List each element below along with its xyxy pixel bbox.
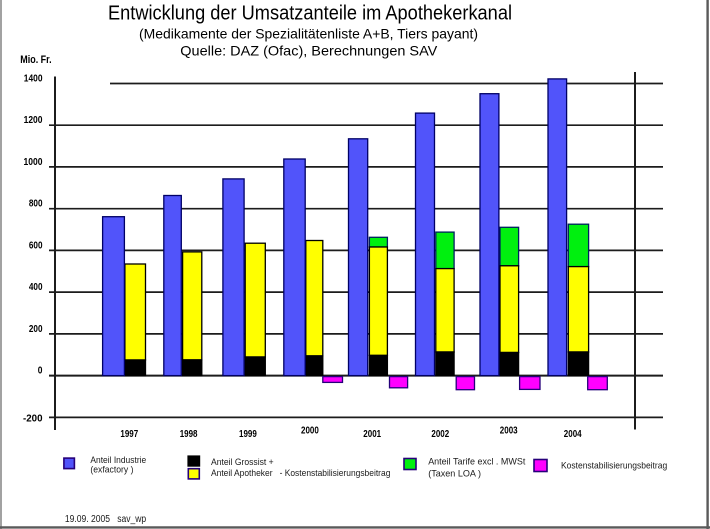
svg-text:2000: 2000 — [301, 426, 319, 437]
svg-text:-200: -200 — [23, 413, 43, 424]
svg-text:(exfactory ): (exfactory ) — [90, 465, 133, 476]
svg-text:0: 0 — [38, 366, 43, 377]
svg-text:Anteil Apotheker - Kostensta: Anteil Apotheker - Kostenstabilisierungs… — [211, 468, 390, 479]
svg-text:Kostenstabilisierungsbeitrag: Kostenstabilisierungsbeitrag — [561, 460, 667, 471]
svg-text:Mio. Fr.: Mio. Fr. — [20, 54, 51, 66]
svg-text:800: 800 — [29, 199, 43, 210]
svg-text:2001: 2001 — [363, 429, 381, 440]
svg-text:Anteil Grossist +: Anteil Grossist + — [211, 457, 274, 468]
svg-text:Quelle: DAZ (Ofac), Berechnung: Quelle: DAZ (Ofac), Berechnungen SAV — [180, 42, 438, 58]
svg-text:Anteil Tarife excl . MWSt: Anteil Tarife excl . MWSt — [428, 456, 526, 467]
svg-text:1999: 1999 — [239, 429, 257, 440]
svg-text:2004: 2004 — [564, 429, 582, 440]
svg-text:200: 200 — [29, 324, 43, 335]
svg-text:1998: 1998 — [180, 429, 198, 440]
svg-text:2002: 2002 — [431, 429, 449, 440]
svg-text:(Taxen LOA ): (Taxen LOA ) — [428, 469, 481, 480]
svg-text:400: 400 — [29, 282, 43, 293]
svg-text:1000: 1000 — [24, 157, 43, 168]
svg-text:1400: 1400 — [24, 74, 43, 85]
svg-text:1200: 1200 — [24, 115, 43, 126]
svg-text:Entwicklung der Umsatzanteile: Entwicklung der Umsatzanteile im Apothek… — [108, 3, 512, 25]
svg-text:2003: 2003 — [500, 426, 518, 437]
svg-text:19.09. 2005 sav_wp: 19.09. 2005 sav_wp — [65, 514, 147, 525]
svg-text:1997: 1997 — [120, 429, 138, 440]
svg-text:(Medikamente der Spezialitäten: (Medikamente der Spezialitätenliste A+B,… — [139, 25, 478, 41]
svg-text:600: 600 — [29, 240, 43, 251]
svg-text:Anteil Industrie: Anteil Industrie — [90, 455, 146, 466]
